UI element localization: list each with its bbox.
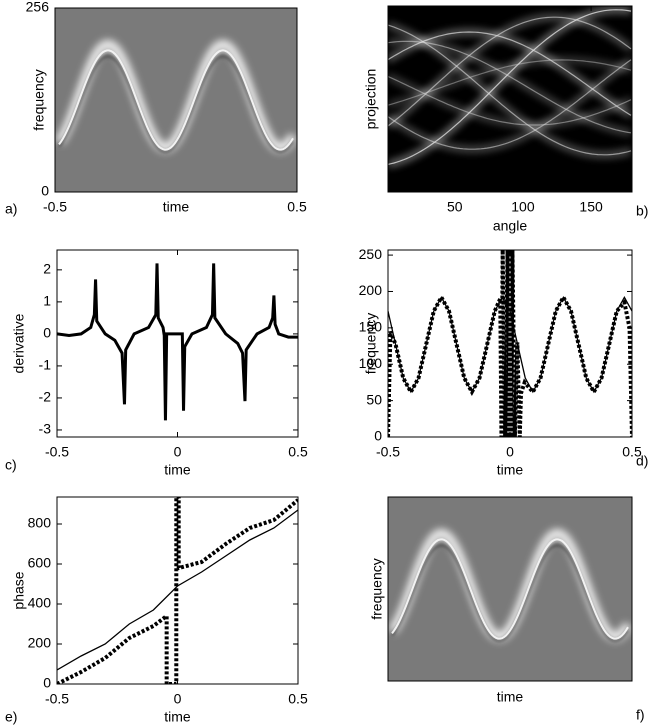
sinogram-glow xyxy=(387,56,632,109)
y-tick-label: 0 xyxy=(374,428,382,444)
x-tick-label: 100 xyxy=(511,199,535,215)
image-background xyxy=(388,6,632,192)
data-line xyxy=(388,250,632,437)
y-tick-label: 0 xyxy=(41,183,49,199)
y-tick-label: 50 xyxy=(366,391,382,407)
axes-frame xyxy=(387,5,633,193)
y-axis-label: derivative xyxy=(11,313,27,373)
y-tick-label: 400 xyxy=(28,595,52,611)
data-line xyxy=(57,497,298,684)
x-tick-label: 0.5 xyxy=(287,199,307,215)
y-axis-label: frequency xyxy=(363,313,379,374)
x-tick-label: -0.5 xyxy=(376,444,400,460)
y-tick-label: 800 xyxy=(28,515,52,531)
panel-label: e) xyxy=(5,709,17,725)
y-tick-label: 200 xyxy=(28,635,52,651)
sinogram-curve xyxy=(387,24,632,156)
y-tick-label: 1 xyxy=(43,293,51,309)
x-tick-label: 0 xyxy=(506,444,514,460)
panel: time frequency f) xyxy=(369,496,645,723)
sinogram-curve xyxy=(387,59,632,106)
y-tick-label: 100 xyxy=(359,355,383,371)
x-axis-label: time xyxy=(497,462,524,478)
ridge-core xyxy=(58,49,294,151)
panel-label: d) xyxy=(636,453,648,469)
ridge-shadow xyxy=(391,544,629,642)
y-tick-label: 2 xyxy=(43,261,51,277)
x-axis-label: time xyxy=(164,462,191,478)
axes-frame xyxy=(54,7,298,193)
sinogram-curve xyxy=(387,9,632,165)
ridge-glow xyxy=(55,39,297,153)
axes-frame xyxy=(56,249,299,438)
y-axis-label: frequency xyxy=(369,558,385,619)
ridge-glow xyxy=(388,528,632,642)
panel-label: c) xyxy=(5,457,17,473)
data-line xyxy=(57,263,298,421)
y-tick-label: 0 xyxy=(43,325,51,341)
x-tick-label: 0.5 xyxy=(622,444,642,460)
y-tick-label: -1 xyxy=(39,357,52,373)
image-background xyxy=(388,497,632,681)
sinogram-curve xyxy=(387,59,632,150)
panel: -0.5 0.5 0 256 time frequency a) xyxy=(5,0,307,217)
x-tick-label: 0 xyxy=(174,691,182,707)
y-tick-label: 0 xyxy=(43,675,51,691)
sinogram-glow xyxy=(386,73,633,128)
panel-label: b) xyxy=(636,203,648,219)
y-tick-label: 150 xyxy=(359,319,383,335)
x-axis-label: time xyxy=(163,199,190,215)
x-axis-label: angle xyxy=(493,218,527,234)
y-tick-label: 600 xyxy=(28,555,52,571)
y-axis-label: frequency xyxy=(31,69,47,130)
image-background xyxy=(55,8,297,192)
y-tick-label: 250 xyxy=(359,246,383,262)
panel-label: f) xyxy=(636,707,645,723)
x-tick-label: -0.5 xyxy=(45,444,69,460)
x-tick-label: 0 xyxy=(174,444,182,460)
panel: 50 100 150 angle projection b) xyxy=(363,5,648,234)
sinogram-curve xyxy=(387,75,632,126)
panel: -0.5 0 0.5 -3 -2 -1 0 1 2 time derivative c) xyxy=(5,249,308,478)
ridge-shadow xyxy=(58,55,294,153)
y-tick-label: -3 xyxy=(39,421,52,437)
x-axis-label: time xyxy=(164,709,191,725)
axes-frame xyxy=(387,496,633,682)
ridge-core xyxy=(391,538,629,640)
x-axis-label: time xyxy=(497,689,524,705)
x-tick-label: 150 xyxy=(579,199,603,215)
x-tick-label: -0.5 xyxy=(43,199,67,215)
panel-label: a) xyxy=(5,201,17,217)
x-tick-label: 50 xyxy=(447,199,463,215)
x-tick-label: -0.5 xyxy=(45,691,69,707)
y-tick-label: 256 xyxy=(26,0,50,15)
y-tick-label: 200 xyxy=(359,282,383,298)
x-tick-label: 0.5 xyxy=(288,691,308,707)
y-axis-label: phase xyxy=(11,571,27,609)
x-tick-label: 0.5 xyxy=(288,444,308,460)
y-tick-label: -2 xyxy=(39,389,52,405)
y-axis-label: projection xyxy=(363,69,379,130)
